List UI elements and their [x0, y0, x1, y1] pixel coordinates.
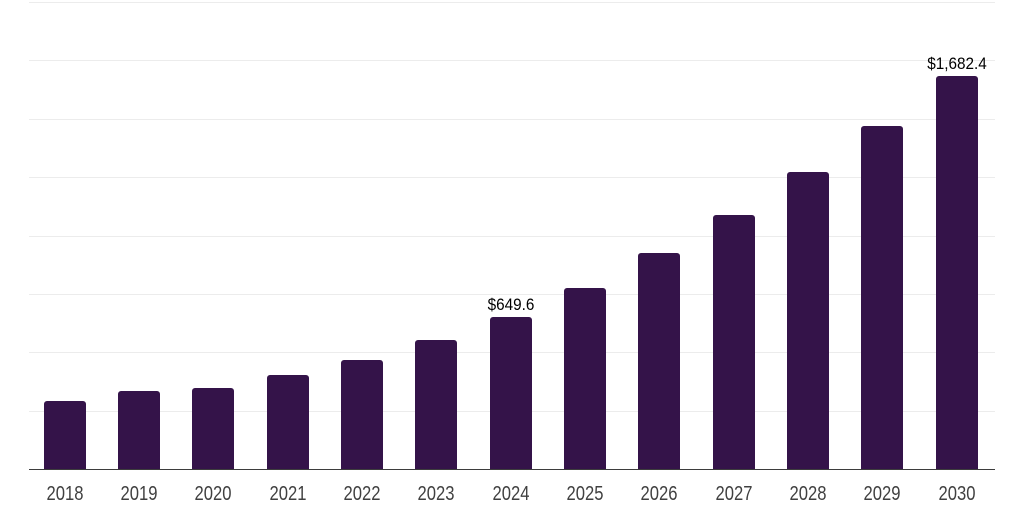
bar-2030[interactable]: [935, 76, 978, 469]
x-tick-label-2019: 2019: [120, 483, 158, 505]
x-tick-label-2024: 2024: [492, 483, 530, 505]
bar-2029[interactable]: [861, 125, 904, 469]
x-tick-label-2027: 2027: [715, 483, 753, 505]
gridline: [29, 235, 995, 237]
bar-2025[interactable]: [564, 288, 606, 469]
bar-2022[interactable]: [341, 360, 384, 469]
bar-2023[interactable]: [415, 340, 458, 469]
x-tick-label-2030: 2030: [938, 483, 976, 505]
x-tick-label-2025: 2025: [566, 483, 604, 505]
bar-2019[interactable]: [118, 391, 161, 469]
x-tick-label-2020: 2020: [194, 483, 232, 505]
bar-2020[interactable]: [192, 388, 235, 469]
x-axis-line: [29, 468, 995, 471]
bar-2021[interactable]: [266, 375, 309, 469]
gridline: [29, 2, 995, 3]
gridline: [29, 118, 995, 120]
bar-2026[interactable]: [638, 253, 681, 469]
x-tick-label-2022: 2022: [343, 483, 381, 505]
x-tick-label-2026: 2026: [640, 483, 678, 505]
x-tick-label-2021: 2021: [269, 483, 307, 505]
bar-2024[interactable]: [489, 317, 532, 469]
x-tick-label-2028: 2028: [789, 483, 827, 505]
bar-2018[interactable]: [43, 401, 86, 469]
data-label-2030: $1,682.4: [926, 54, 987, 74]
gridline: [29, 293, 995, 295]
bar-2027[interactable]: [712, 215, 755, 469]
x-tick-label-2029: 2029: [863, 483, 901, 505]
x-tick-label-2023: 2023: [417, 483, 455, 505]
bar-2028[interactable]: [787, 171, 829, 469]
data-label-2024: $649.6: [487, 295, 535, 315]
x-tick-label-2018: 2018: [46, 483, 84, 505]
gridline: [29, 60, 995, 62]
gridline: [29, 177, 995, 179]
